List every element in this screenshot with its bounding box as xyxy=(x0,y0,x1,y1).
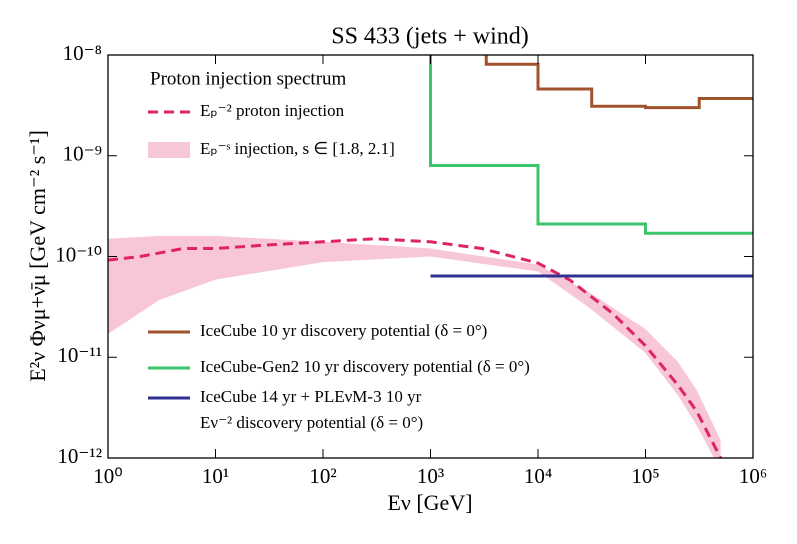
line xyxy=(484,55,753,110)
band xyxy=(108,235,721,458)
legend-label: Eₚ⁻ˢ injection, s ∈ [1.8, 2.1] xyxy=(200,139,395,158)
x-tick-label: 10⁵ xyxy=(631,464,659,488)
dashed-line xyxy=(108,237,722,458)
x-tick-label: 10¹ xyxy=(202,464,229,488)
x-tick-label: 10² xyxy=(309,464,336,488)
x-tick-label: 10⁰ xyxy=(93,464,122,488)
line xyxy=(429,55,753,235)
x-tick-label: 10³ xyxy=(417,464,444,488)
legend-swatch xyxy=(148,142,190,158)
y-tick-label: 10⁻¹⁰ xyxy=(55,242,102,266)
y-tick-label: 10⁻⁸ xyxy=(63,41,102,65)
y-tick-label: 10⁻⁹ xyxy=(63,142,102,166)
x-axis-label: Eν [GeV] xyxy=(387,490,472,515)
plot-area xyxy=(108,55,753,458)
legend-label: Eₚ⁻² proton injection xyxy=(200,101,345,120)
y-tick-label: 10⁻¹² xyxy=(57,444,102,468)
chart-title: SS 433 (jets + wind) xyxy=(331,24,529,50)
legend-title: Proton injection spectrum xyxy=(150,68,347,89)
x-tick-label: 10⁶ xyxy=(739,464,767,488)
y-tick-label: 10⁻¹¹ xyxy=(57,343,102,367)
legend-label: IceCube 10 yr discovery potential (δ = 0… xyxy=(200,321,487,340)
x-tick-label: 10⁴ xyxy=(524,464,552,488)
legend-label: IceCube-Gen2 10 yr discovery potential (… xyxy=(200,357,530,376)
y-axis-label: E²ν Φνμ+ν̄μ [GeV cm⁻² s⁻¹] xyxy=(25,130,50,382)
legend-label: IceCube 14 yr + PLEνM-3 10 yr Eν⁻² discov… xyxy=(200,387,423,432)
